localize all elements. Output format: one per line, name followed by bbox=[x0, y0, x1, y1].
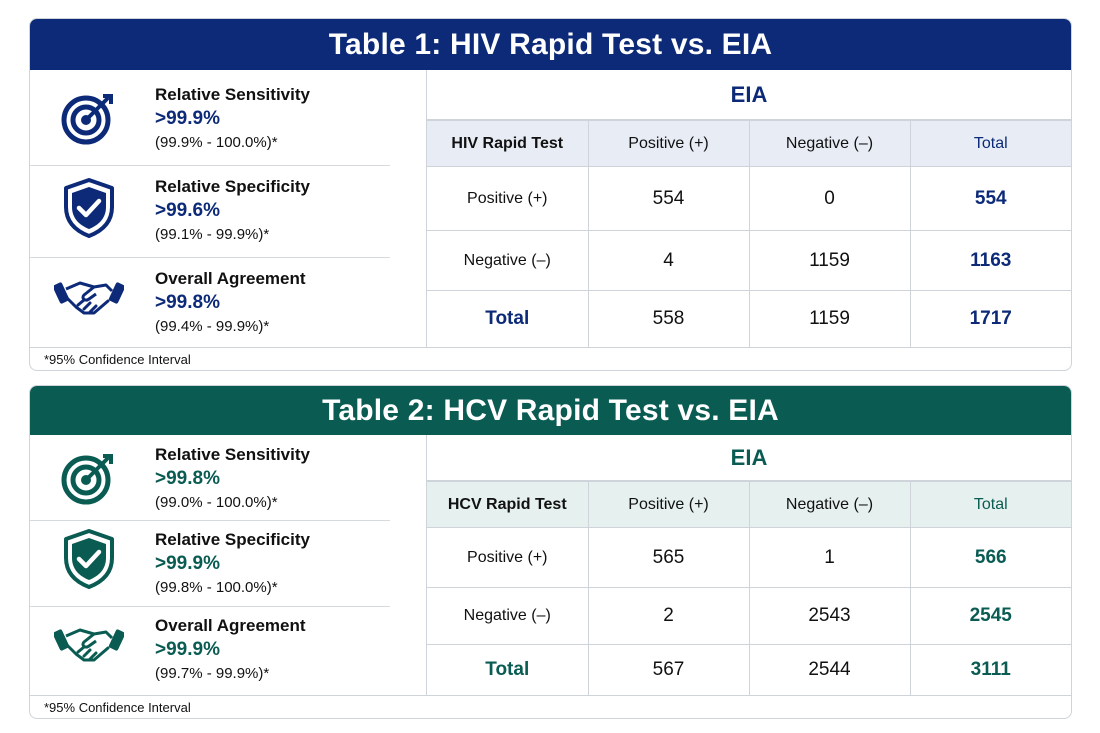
table-cell: 2545 bbox=[909, 587, 1071, 645]
divider bbox=[30, 520, 390, 521]
metric-value: >99.9% bbox=[155, 639, 220, 660]
table-cell: 566 bbox=[909, 527, 1071, 588]
metric-value: >99.8% bbox=[155, 468, 220, 489]
table-title: Table 1: HIV Rapid Test vs. EIA bbox=[30, 19, 1071, 70]
row-label: Positive (+) bbox=[427, 166, 589, 231]
table-cell: 554 bbox=[909, 166, 1071, 231]
table-cell: 4 bbox=[587, 230, 750, 291]
metric-ci: (99.7% - 99.9%)* bbox=[155, 665, 270, 682]
row-label: Total bbox=[427, 644, 589, 696]
table-cell: 2 bbox=[587, 587, 750, 645]
column-header: Total bbox=[909, 481, 1071, 528]
shield-check-icon bbox=[54, 524, 124, 594]
row-label: Negative (–) bbox=[427, 230, 589, 291]
table-cell: 567 bbox=[587, 644, 750, 696]
table-row: Negative (–) 2 2543 2545 bbox=[427, 587, 1071, 645]
target-icon bbox=[54, 83, 124, 153]
metric-ci: (99.0% - 100.0%)* bbox=[155, 494, 278, 511]
column-header: Positive (+) bbox=[587, 481, 750, 528]
table-cell: 2543 bbox=[748, 587, 911, 645]
table-cell: 565 bbox=[587, 527, 750, 588]
metric-value: >99.9% bbox=[155, 108, 220, 129]
metric-name: Relative Specificity bbox=[155, 530, 310, 549]
hcv-table-card: Table 2: HCV Rapid Test vs. EIA Relative… bbox=[29, 385, 1072, 719]
reference-label: EIA bbox=[427, 435, 1071, 481]
table-cell: 558 bbox=[587, 290, 750, 348]
metric-value: >99.6% bbox=[155, 200, 220, 221]
table-row: Total 558 1159 1717 bbox=[427, 290, 1071, 348]
handshake-icon bbox=[54, 608, 124, 678]
metric-value: >99.8% bbox=[155, 292, 220, 313]
metric-ci: (99.9% - 100.0%)* bbox=[155, 134, 278, 151]
table-row: Total 567 2544 3111 bbox=[427, 644, 1071, 696]
column-header: HIV Rapid Test bbox=[427, 120, 589, 167]
table-body: Relative Sensitivity >99.8% (99.0% - 100… bbox=[30, 435, 1071, 696]
row-label: Positive (+) bbox=[427, 527, 589, 588]
metrics-panel: Relative Sensitivity >99.9% (99.9% - 100… bbox=[30, 70, 427, 347]
contingency-table: EIA HCV Rapid Test Positive (+) Negative… bbox=[427, 435, 1071, 696]
table-header-row: HIV Rapid Test Positive (+) Negative (–)… bbox=[427, 120, 1071, 167]
metric-name: Relative Sensitivity bbox=[155, 85, 310, 104]
table-cell: 0 bbox=[748, 166, 911, 231]
table-cell: 3111 bbox=[909, 644, 1071, 696]
table-cell: 554 bbox=[587, 166, 750, 231]
divider bbox=[30, 606, 390, 607]
metric-name: Overall Agreement bbox=[155, 616, 306, 635]
shield-check-icon bbox=[54, 173, 124, 243]
metric-value: >99.9% bbox=[155, 553, 220, 574]
table-cell: 1717 bbox=[909, 290, 1071, 348]
table-body: Relative Sensitivity >99.9% (99.9% - 100… bbox=[30, 70, 1071, 348]
table-row: Positive (+) 554 0 554 bbox=[427, 166, 1071, 231]
results-table: HCV Rapid Test Positive (+) Negative (–)… bbox=[427, 481, 1071, 696]
column-header: Positive (+) bbox=[587, 120, 750, 167]
metric-name: Relative Specificity bbox=[155, 177, 310, 196]
target-icon bbox=[54, 443, 124, 513]
column-header: Negative (–) bbox=[748, 481, 911, 528]
table-header-row: HCV Rapid Test Positive (+) Negative (–)… bbox=[427, 481, 1071, 528]
metric-ci: (99.1% - 99.9%)* bbox=[155, 226, 270, 243]
footnote: *95% Confidence Interval bbox=[30, 695, 1071, 718]
footnote: *95% Confidence Interval bbox=[30, 347, 1071, 370]
row-label: Total bbox=[427, 290, 589, 348]
table-row: Negative (–) 4 1159 1163 bbox=[427, 230, 1071, 291]
row-label: Negative (–) bbox=[427, 587, 589, 645]
reference-label: EIA bbox=[427, 70, 1071, 120]
metric-name: Overall Agreement bbox=[155, 269, 306, 288]
table-cell: 1 bbox=[748, 527, 911, 588]
divider bbox=[30, 165, 390, 166]
table-cell: 1159 bbox=[748, 230, 911, 291]
column-header: Total bbox=[909, 120, 1071, 167]
divider bbox=[30, 257, 390, 258]
table-row: Positive (+) 565 1 566 bbox=[427, 527, 1071, 588]
metrics-panel: Relative Sensitivity >99.8% (99.0% - 100… bbox=[30, 435, 427, 695]
metric-ci: (99.4% - 99.9%)* bbox=[155, 318, 270, 335]
metric-name: Relative Sensitivity bbox=[155, 445, 310, 464]
column-header: HCV Rapid Test bbox=[427, 481, 589, 528]
metric-ci: (99.8% - 100.0%)* bbox=[155, 579, 278, 596]
column-header: Negative (–) bbox=[748, 120, 911, 167]
results-table: HIV Rapid Test Positive (+) Negative (–)… bbox=[427, 120, 1071, 348]
hiv-table-card: Table 1: HIV Rapid Test vs. EIA Relative… bbox=[29, 18, 1072, 371]
table-title: Table 2: HCV Rapid Test vs. EIA bbox=[30, 386, 1071, 435]
table-cell: 1159 bbox=[748, 290, 911, 348]
table-cell: 1163 bbox=[909, 230, 1071, 291]
table-cell: 2544 bbox=[748, 644, 911, 696]
contingency-table: EIA HIV Rapid Test Positive (+) Negative… bbox=[427, 70, 1071, 348]
handshake-icon bbox=[54, 261, 124, 331]
